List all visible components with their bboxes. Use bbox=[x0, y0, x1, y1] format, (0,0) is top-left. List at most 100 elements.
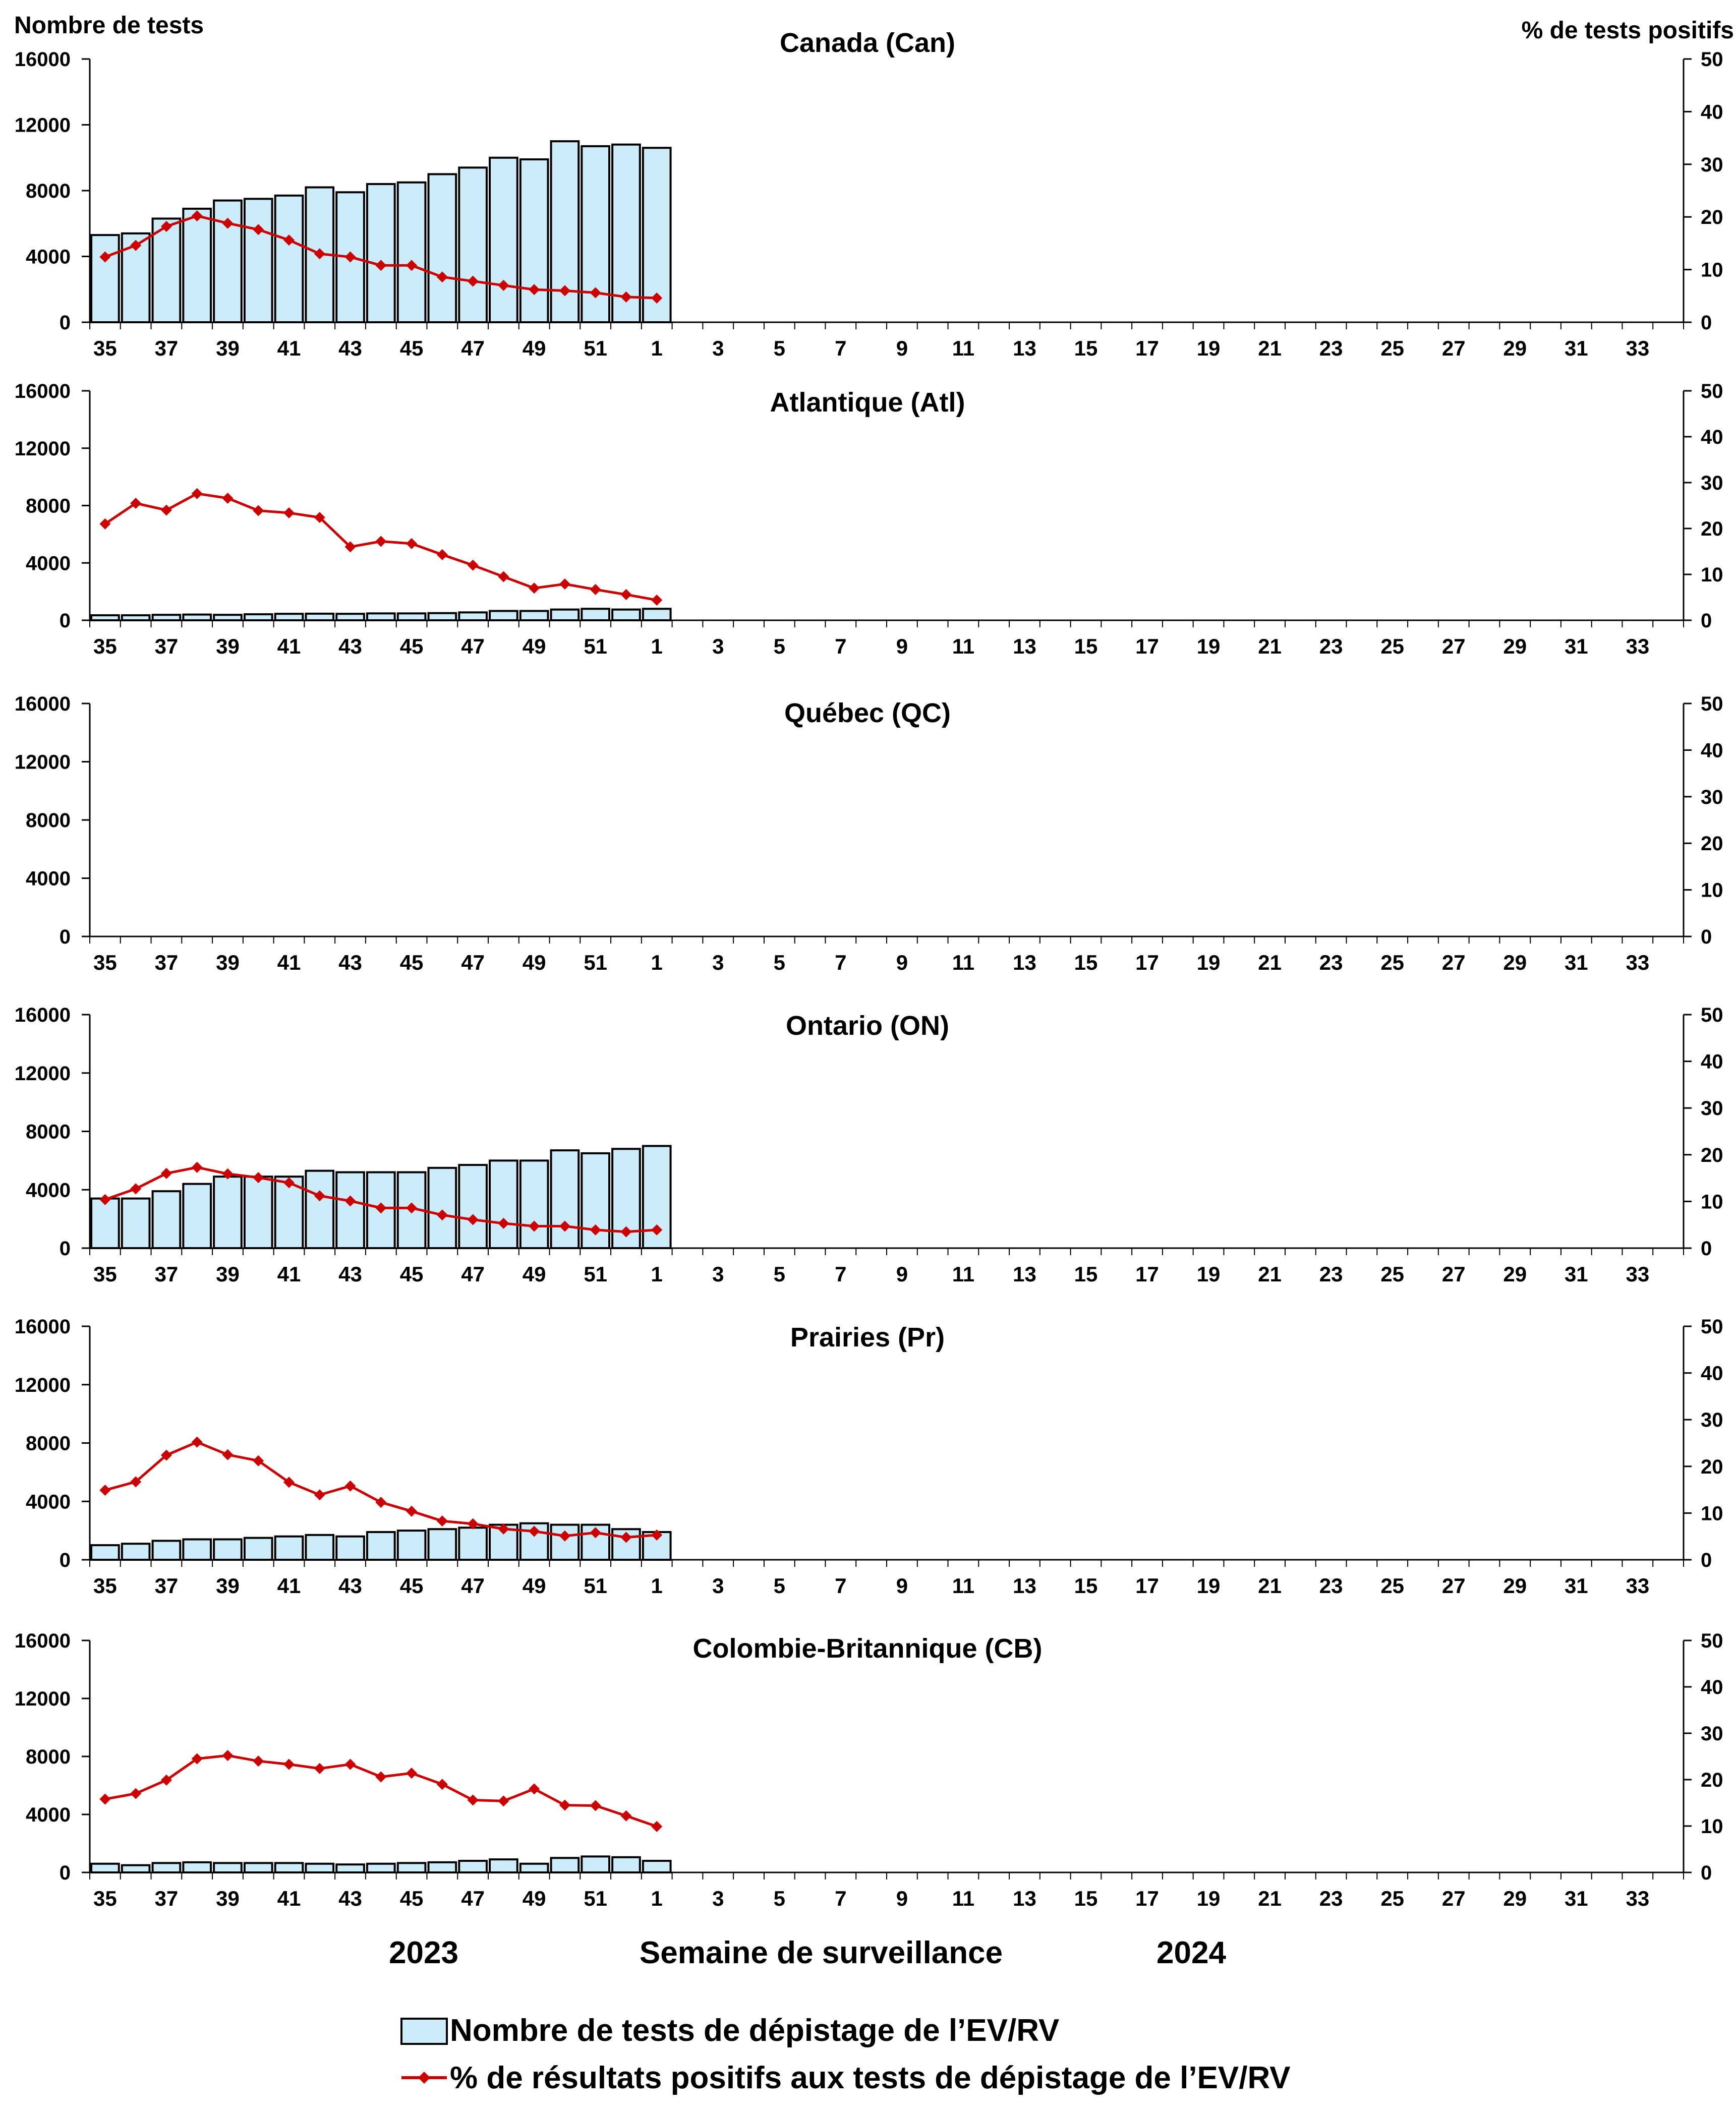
right-y-tick-label: 40 bbox=[1701, 101, 1723, 123]
x-tick-label: 3 bbox=[712, 1262, 724, 1286]
x-tick-label: 41 bbox=[277, 336, 301, 360]
right-y-tick-label: 20 bbox=[1701, 833, 1723, 855]
x-tick-label: 15 bbox=[1074, 336, 1098, 360]
pct-positive-point bbox=[283, 1177, 295, 1189]
x-tick-label: 7 bbox=[835, 951, 846, 974]
tests-bar bbox=[396, 612, 427, 621]
x-tick-label: 47 bbox=[461, 1262, 485, 1286]
tests-bar bbox=[550, 608, 580, 621]
panel-title: Colombie-Britannique (CB) bbox=[693, 1633, 1043, 1664]
x-tick-label: 29 bbox=[1503, 336, 1527, 360]
tests-bar bbox=[489, 610, 518, 621]
tests-bar bbox=[581, 1152, 611, 1249]
right-y-tick-label: 10 bbox=[1701, 564, 1723, 586]
x-tick-label: 35 bbox=[93, 336, 117, 360]
x-tick-label: 51 bbox=[584, 1262, 607, 1286]
right-y-tick-label: 50 bbox=[1701, 1004, 1723, 1026]
tests-bar bbox=[182, 1183, 212, 1250]
x-tick-label: 13 bbox=[1013, 336, 1036, 360]
left-y-tick-label: 8000 bbox=[26, 495, 71, 517]
x-tick-label: 21 bbox=[1258, 1887, 1282, 1910]
right-y-tick-label: 30 bbox=[1701, 786, 1723, 808]
pct-positive-point bbox=[344, 1195, 356, 1207]
x-tick-label: 5 bbox=[774, 951, 785, 974]
tests-bar bbox=[519, 610, 549, 621]
x-tick-label: 15 bbox=[1074, 1262, 1098, 1286]
right-y-tick-label: 20 bbox=[1701, 1456, 1723, 1478]
x-tick-label: 45 bbox=[400, 951, 424, 974]
tests-bar bbox=[550, 1523, 580, 1561]
pct-positive-point bbox=[253, 1755, 264, 1767]
year-label-2023: 2023 bbox=[389, 1935, 458, 1970]
x-tick-label: 25 bbox=[1380, 1574, 1404, 1598]
pct-positive-point bbox=[436, 549, 448, 560]
pct-positive-point bbox=[651, 1224, 663, 1236]
right-y-tick-label: 20 bbox=[1701, 1144, 1723, 1166]
pct-positive-point bbox=[620, 1532, 632, 1543]
tests-bar bbox=[427, 173, 457, 323]
x-tick-label: 33 bbox=[1626, 634, 1649, 658]
x-tick-label: 17 bbox=[1135, 1262, 1159, 1286]
tests-bar bbox=[305, 1862, 335, 1873]
pct-positive-point bbox=[191, 1436, 203, 1448]
x-tick-label: 25 bbox=[1380, 336, 1404, 360]
pct-positive-point bbox=[375, 1497, 387, 1508]
left-y-tick-label: 12000 bbox=[15, 1688, 71, 1710]
tests-bar bbox=[427, 1166, 457, 1249]
x-tick-label: 47 bbox=[461, 951, 485, 974]
x-tick-label: 3 bbox=[712, 951, 724, 974]
tests-bar bbox=[366, 612, 396, 621]
x-tick-label: 51 bbox=[584, 1574, 607, 1598]
tests-bar bbox=[121, 1864, 151, 1873]
left-y-tick-label: 0 bbox=[60, 610, 71, 632]
tests-bar bbox=[642, 608, 672, 621]
pct-positive-point bbox=[590, 1224, 601, 1236]
x-tick-label: 7 bbox=[835, 1574, 846, 1598]
x-tick-label: 19 bbox=[1197, 336, 1221, 360]
right-y-tick-label: 40 bbox=[1701, 739, 1723, 761]
x-tick-label: 27 bbox=[1442, 1574, 1466, 1598]
pct-positive-point bbox=[620, 589, 632, 601]
x-axis-title: Semaine de surveillance bbox=[640, 1935, 1003, 1970]
pct-positive-point bbox=[253, 224, 264, 236]
x-tick-label: 3 bbox=[712, 336, 724, 360]
panel-title: Atlantique (Atl) bbox=[770, 387, 965, 418]
x-tick-label: 5 bbox=[774, 336, 785, 360]
x-tick-label: 7 bbox=[835, 634, 846, 658]
x-tick-label: 17 bbox=[1135, 951, 1159, 974]
tests-bar bbox=[458, 166, 488, 323]
x-tick-label: 1 bbox=[651, 951, 663, 974]
tests-bar bbox=[121, 1543, 151, 1561]
pct-positive-point bbox=[529, 284, 540, 296]
right-y-tick-label: 30 bbox=[1701, 154, 1723, 176]
pct-positive-point bbox=[160, 1449, 172, 1461]
x-tick-label: 9 bbox=[896, 951, 908, 974]
x-tick-label: 51 bbox=[584, 1887, 607, 1910]
x-tick-label: 15 bbox=[1074, 951, 1098, 974]
pct-positive-point bbox=[314, 1489, 325, 1501]
pct-positive-point bbox=[559, 1220, 570, 1232]
x-tick-label: 23 bbox=[1319, 634, 1343, 658]
x-tick-label: 3 bbox=[712, 1574, 724, 1598]
pct-positive-point bbox=[314, 1762, 325, 1774]
x-tick-label: 11 bbox=[952, 336, 974, 360]
tests-bar bbox=[366, 1531, 396, 1561]
x-tick-label: 21 bbox=[1258, 1262, 1282, 1286]
left-y-tick-label: 4000 bbox=[26, 1491, 71, 1513]
pct-positive-point bbox=[191, 1753, 203, 1765]
left-y-tick-label: 16000 bbox=[15, 693, 71, 715]
x-tick-label: 51 bbox=[584, 336, 607, 360]
tests-bar bbox=[151, 614, 182, 621]
x-tick-label: 45 bbox=[400, 336, 424, 360]
tests-bar bbox=[90, 234, 120, 323]
pct-positive-point bbox=[529, 1220, 540, 1232]
x-tick-label: 13 bbox=[1013, 1887, 1036, 1910]
pct-positive-point bbox=[314, 512, 325, 523]
left-y-tick-label: 4000 bbox=[26, 552, 71, 574]
tests-bar bbox=[396, 1862, 427, 1873]
x-tick-label: 13 bbox=[1013, 951, 1036, 974]
pct-positive-point bbox=[160, 220, 172, 232]
tests-bar bbox=[182, 1538, 212, 1561]
tests-bar bbox=[427, 612, 457, 621]
